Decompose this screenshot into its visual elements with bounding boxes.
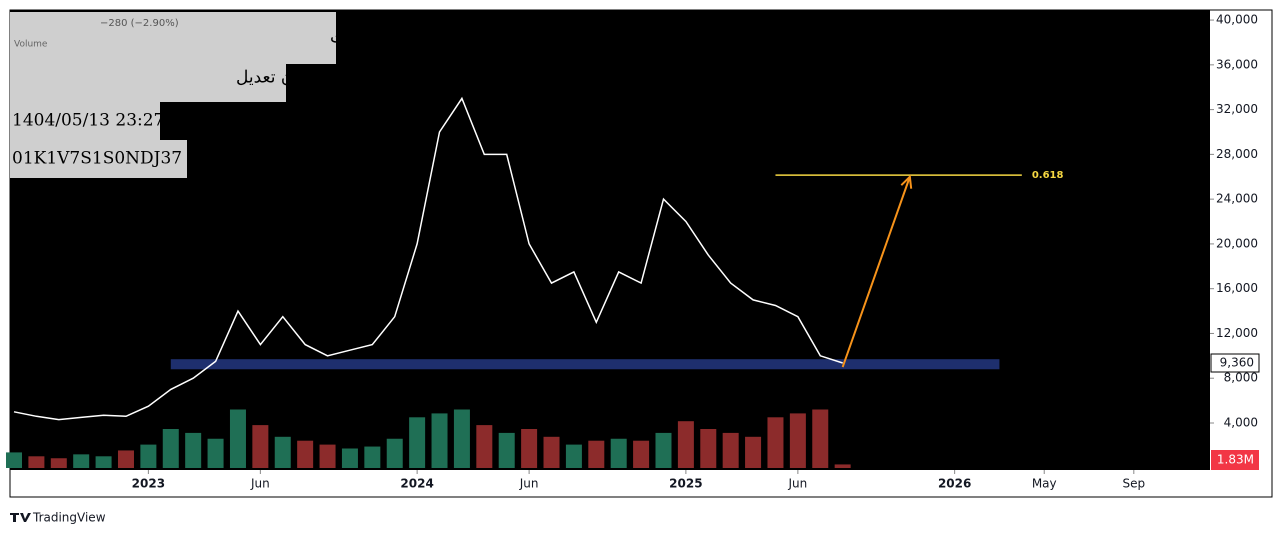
volume-bar	[431, 413, 448, 468]
y-tick-label: 32,000	[1216, 102, 1258, 116]
volume-bar	[386, 438, 403, 468]
volume-bar	[722, 432, 739, 468]
volume-bar	[745, 436, 762, 468]
volume-bar	[140, 444, 157, 468]
y-tick-label: 40,000	[1216, 13, 1258, 27]
subtitle: روزانه / آخرین قیمت / بدون تعدیل	[236, 66, 479, 88]
x-tick-label: Jun	[787, 477, 807, 491]
price-tag-label: 9,360	[1220, 356, 1254, 370]
volume-tag	[1211, 450, 1259, 470]
volume-bar	[409, 417, 426, 468]
volume-bar	[834, 464, 851, 468]
volume-bar	[677, 421, 694, 468]
header-box	[10, 12, 336, 64]
x-tick-label: May	[1032, 477, 1057, 491]
header-box	[10, 64, 286, 102]
y-tick-label: 8,000	[1224, 371, 1258, 385]
x-tick-label: 2025	[669, 477, 702, 491]
x-tick-label: 2026	[938, 477, 971, 491]
support-zone	[170, 359, 1000, 370]
y-tick-label: 12,000	[1216, 326, 1258, 340]
volume-bar	[543, 436, 560, 468]
header-box	[10, 102, 160, 140]
volume-bar	[50, 458, 67, 468]
volume-bar	[6, 452, 22, 468]
volume-bar	[498, 432, 515, 468]
y-tick-label: 28,000	[1216, 147, 1258, 161]
volume-bar	[73, 454, 90, 468]
volume-bar	[476, 425, 493, 468]
volume-bar	[207, 438, 224, 468]
title: آ س پ (آ.س.پ) / انبوه سازی املاک و مستغل…	[330, 26, 677, 48]
x-tick-label: 2023	[132, 477, 165, 491]
timestamp: 1404/05/13 23:27	[12, 111, 164, 131]
volume-bar	[117, 450, 134, 468]
volume-bar	[453, 409, 470, 468]
x-tick-label: 2024	[400, 477, 433, 491]
volume-title: Volume	[14, 40, 48, 50]
code: 01K1V7S1S0NDJ37	[12, 149, 182, 169]
volume-bar	[185, 432, 202, 468]
volume-bar	[700, 429, 717, 468]
volume-bar	[297, 440, 314, 468]
header-box	[10, 140, 187, 178]
volume-bar	[633, 440, 650, 468]
volume-bar	[655, 432, 672, 468]
volume-bar	[789, 413, 806, 468]
volume-bar	[812, 409, 829, 468]
volume-bar	[565, 444, 582, 468]
y-tick-label: 20,000	[1216, 236, 1258, 250]
volume-bar	[229, 409, 246, 468]
change: −280 (−2.90%)	[100, 18, 179, 29]
y-tick-label: 24,000	[1216, 192, 1258, 206]
volume-bar	[319, 444, 336, 468]
footer: TradingView	[32, 511, 106, 525]
y-tick-label: 36,000	[1216, 57, 1258, 71]
volume-bar	[28, 456, 45, 468]
volume-tag-label: 1.83M	[1217, 453, 1254, 467]
arrow-shaft	[841, 176, 911, 368]
price-tag	[1210, 353, 1260, 373]
volume-bar	[364, 446, 381, 468]
volume-bar	[274, 436, 291, 468]
volume-bar	[252, 425, 269, 468]
y-tick-label: 4,000	[1224, 415, 1258, 429]
x-tick-label: Sep	[1122, 477, 1145, 491]
price-line	[13, 96, 843, 421]
arrow-head	[900, 174, 913, 189]
volume-bar	[341, 448, 358, 468]
logo	[10, 513, 31, 522]
x-tick-label: Jun	[519, 477, 539, 491]
volume-bar	[610, 438, 627, 468]
x-tick-label: Jun	[250, 477, 270, 491]
fib-label: 0.618	[1032, 170, 1064, 181]
volume-bar	[95, 456, 112, 468]
volume-bar	[767, 417, 784, 468]
volume-bar	[521, 429, 538, 468]
y-tick-label: 16,000	[1216, 281, 1258, 295]
volume-bar	[588, 440, 605, 468]
volume-bar	[162, 429, 179, 468]
